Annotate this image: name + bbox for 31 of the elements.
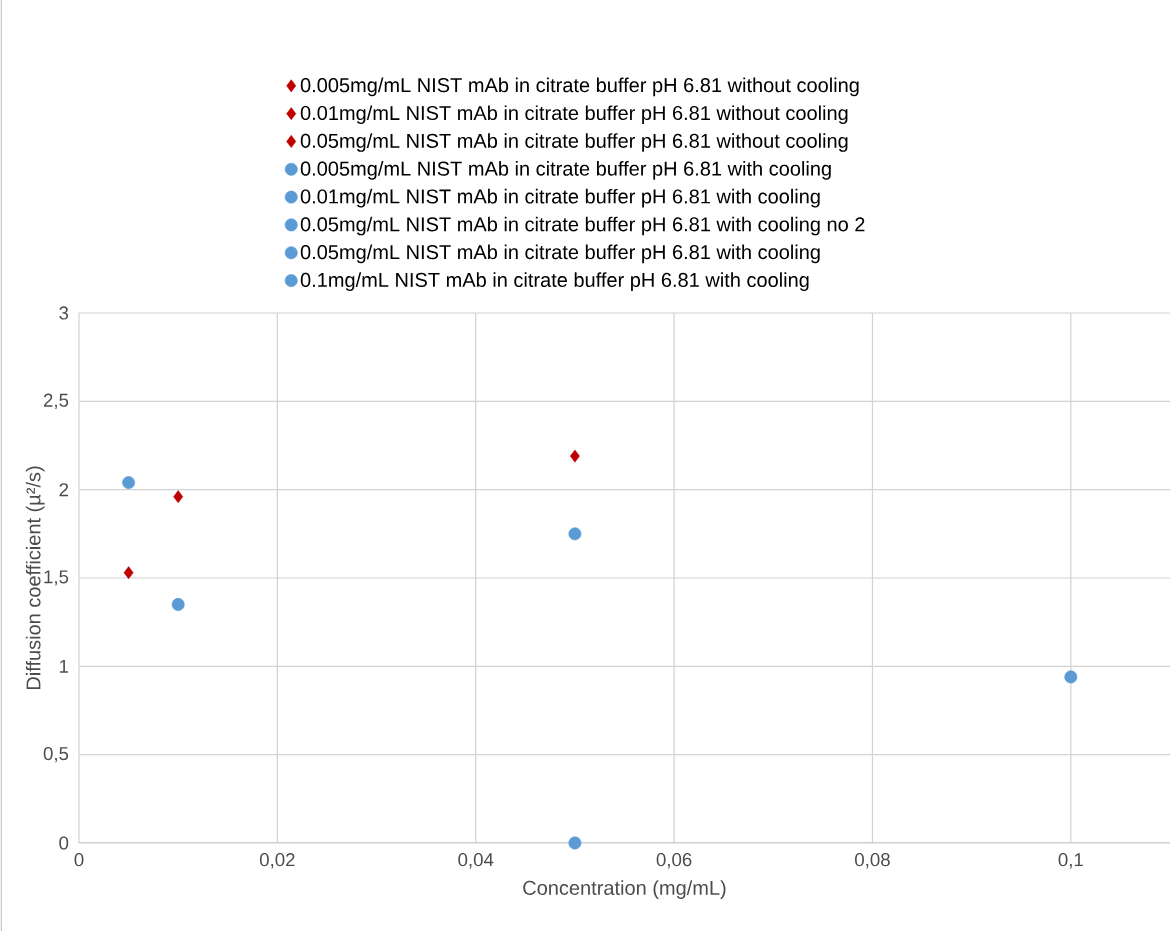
x-axis-title: Concentration (mg/mL) <box>523 880 726 899</box>
legend-label: 0.05mg/mL NIST mAb in citrate buffer pH 6.81 with cooling no 2 <box>300 216 865 236</box>
y-tick-label: 0,5 <box>43 746 69 763</box>
legend-label: 0.05mg/mL NIST mAb in citrate buffer pH 6.81 without cooling <box>300 133 848 152</box>
x-tick-label: 0,06 <box>656 853 692 869</box>
x-tick-label: 0,1 <box>1058 853 1083 869</box>
legend-label: 0.01mg/mL NIST mAb in citrate buffer pH 6.81 with cooling <box>300 188 820 208</box>
legend-label: 0.005mg/mL NIST mAb in citrate buffer pH 6.81 with cooling <box>300 161 831 180</box>
point <box>123 566 134 580</box>
y-axis-title: Diffusion coefficient (µ²/s) <box>25 466 45 690</box>
x-tick-label: 0,08 <box>855 853 890 869</box>
legend-label: 0.05mg/mL NIST mAb in citrate buffer pH 6.81 with cooling <box>300 244 820 264</box>
y-tick-label: 1 <box>60 659 69 673</box>
point <box>122 476 135 489</box>
legend-label: 0.01mg/mL NIST mAb in citrate buffer pH 6.81 without cooling <box>300 105 848 125</box>
x-tick-label: 0 <box>74 853 84 867</box>
y-tick-label: 1,5 <box>44 570 69 586</box>
legend-label: 0.005mg/mL NIST mAb in citrate buffer pH 6.81 without cooling <box>300 77 859 97</box>
y-tick-label: 3 <box>59 306 69 320</box>
legend-label: 0.1mg/mL NIST mAb in citrate buffer pH 6.81 with cooling <box>300 272 809 291</box>
y-tick-label: 2 <box>59 483 69 497</box>
x-tick-label: 0,02 <box>259 853 295 869</box>
point <box>173 490 184 504</box>
point <box>171 598 185 611</box>
x-tick-label: 0,04 <box>458 853 494 869</box>
point <box>568 836 582 850</box>
point <box>1064 670 1078 684</box>
point <box>570 449 580 463</box>
y-tick-label: 2,5 <box>43 393 69 410</box>
y-tick-label: 0 <box>59 836 69 850</box>
point <box>568 527 582 541</box>
